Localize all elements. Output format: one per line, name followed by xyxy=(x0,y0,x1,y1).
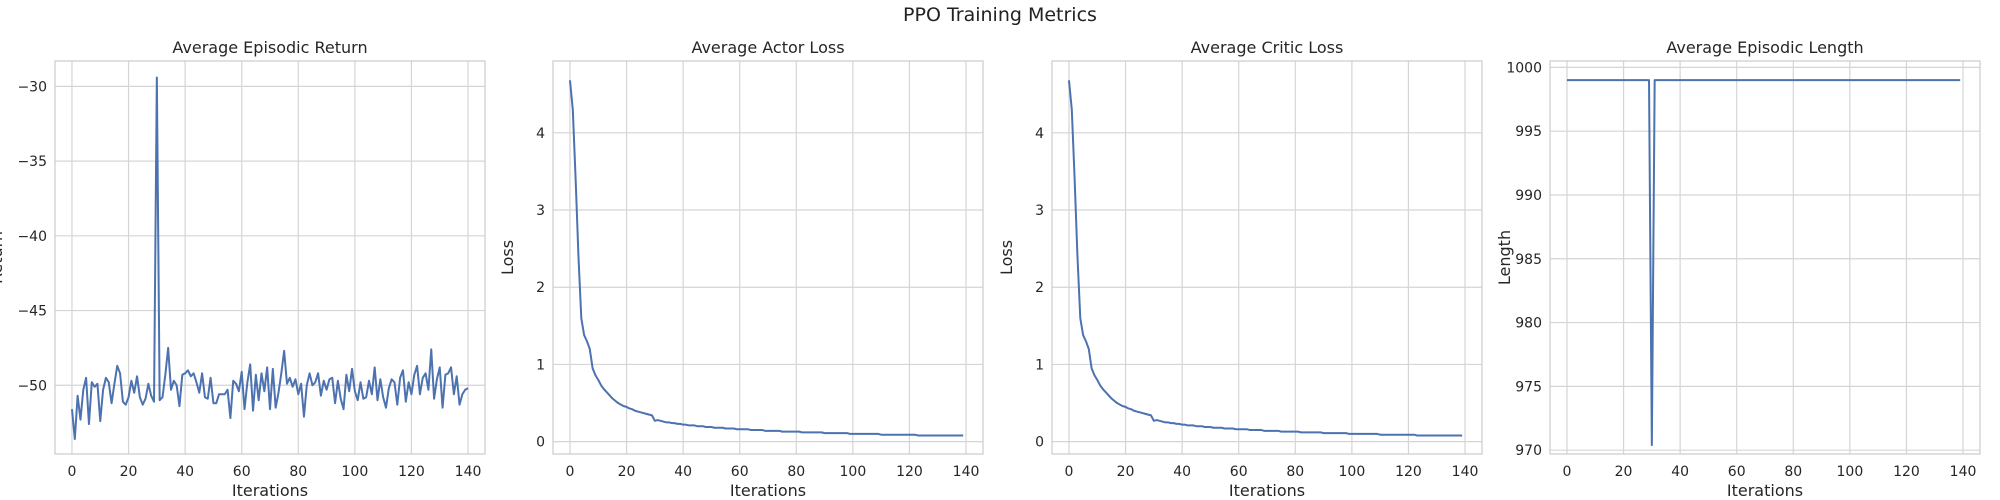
y-tick-label: 980 xyxy=(1515,316,1542,332)
y-tick-label: 995 xyxy=(1515,124,1542,140)
y-tick-label: 0 xyxy=(1035,435,1044,451)
x-axis-label: Iterations xyxy=(232,481,308,500)
x-axis-label: Iterations xyxy=(730,481,806,500)
subplot-title: Average Episodic Length xyxy=(1666,38,1863,57)
y-tick-label: 990 xyxy=(1515,188,1542,204)
x-tick-label: 100 xyxy=(342,464,369,480)
x-tick-label: 20 xyxy=(1615,464,1633,480)
x-tick-label: 0 xyxy=(68,464,77,480)
y-tick-label: 985 xyxy=(1515,252,1542,268)
subplot-3: 0 20 40 60 80 100 120 140 0 1 2 3 4 Average Critic Lo… xyxy=(997,38,1483,500)
subplot-2: 0 20 40 60 80 100 120 140 0 1 2 3 4 Average Actor Los… xyxy=(498,38,984,500)
x-tick-label: 80 xyxy=(787,464,805,480)
x-tick-label: 40 xyxy=(176,464,194,480)
x-tick-label: 40 xyxy=(1173,464,1191,480)
y-tick-label: 4 xyxy=(1035,126,1044,142)
series-line xyxy=(70,76,469,441)
y-tick-label: −40 xyxy=(17,229,47,245)
y-tick-label: 2 xyxy=(1035,280,1044,296)
y-tick-label: −30 xyxy=(17,79,47,95)
x-tick-label: 140 xyxy=(1452,464,1479,480)
x-tick-label: 60 xyxy=(1728,464,1746,480)
subplot-title: Average Episodic Return xyxy=(172,38,367,57)
x-tick-label: 60 xyxy=(1230,464,1248,480)
x-tick-label: 80 xyxy=(1784,464,1802,480)
y-tick-label: 3 xyxy=(536,203,545,219)
figure-title: PPO Training Metrics xyxy=(903,4,1097,26)
axes-frame xyxy=(1549,60,1981,455)
x-tick-label: 140 xyxy=(1950,464,1977,480)
axes-frame xyxy=(552,60,984,455)
x-tick-label: 120 xyxy=(1395,464,1422,480)
y-tick-label: −45 xyxy=(17,304,47,320)
y-axis-label: Loss xyxy=(498,240,517,275)
x-tick-label: 120 xyxy=(896,464,923,480)
x-tick-label: 0 xyxy=(1563,464,1572,480)
x-tick-label: 80 xyxy=(289,464,307,480)
y-tick-label: 1 xyxy=(1035,357,1044,373)
y-tick-label: 4 xyxy=(536,126,545,142)
y-axis-label: Loss xyxy=(997,240,1016,275)
y-axis-label: Return xyxy=(0,231,6,284)
subplot-title: Average Actor Loss xyxy=(691,38,844,57)
y-tick-label: 970 xyxy=(1515,443,1542,459)
x-tick-label: 120 xyxy=(1893,464,1920,480)
series-line xyxy=(1566,79,1961,447)
subplot-title: Average Critic Loss xyxy=(1191,38,1344,57)
axes-frame xyxy=(54,60,486,455)
x-axis-label: Iterations xyxy=(1229,481,1305,500)
x-tick-label: 20 xyxy=(1117,464,1135,480)
y-tick-label: 2 xyxy=(536,280,545,296)
y-tick-label: −35 xyxy=(17,154,47,170)
subplot-1: 0 20 40 60 80 100 120 140 −50 −45 −40 −35 −30 Average… xyxy=(0,38,486,500)
series-line xyxy=(568,80,964,437)
x-tick-label: 120 xyxy=(398,464,425,480)
y-tick-label: 0 xyxy=(536,435,545,451)
y-tick-label: 1000 xyxy=(1506,60,1542,76)
y-axis-label: Length xyxy=(1495,230,1514,285)
x-tick-label: 60 xyxy=(233,464,251,480)
x-tick-label: 40 xyxy=(674,464,692,480)
x-tick-label: 60 xyxy=(731,464,749,480)
x-tick-label: 0 xyxy=(1065,464,1074,480)
y-tick-label: 1 xyxy=(536,357,545,373)
x-tick-label: 20 xyxy=(120,464,138,480)
y-tick-label: 3 xyxy=(1035,203,1044,219)
x-tick-label: 140 xyxy=(455,464,482,480)
axes-frame xyxy=(1051,60,1483,455)
y-tick-label: 975 xyxy=(1515,379,1542,395)
subplot-4: 0 20 40 60 80 100 120 140 970 975 980 985 990 995 1000… xyxy=(1495,38,1981,500)
y-tick-label: −50 xyxy=(17,378,47,394)
x-tick-label: 100 xyxy=(1837,464,1864,480)
x-tick-label: 40 xyxy=(1671,464,1689,480)
x-tick-label: 80 xyxy=(1286,464,1304,480)
x-axis-label: Iterations xyxy=(1727,481,1803,500)
x-tick-label: 0 xyxy=(566,464,575,480)
x-tick-label: 100 xyxy=(1339,464,1366,480)
x-tick-label: 100 xyxy=(840,464,867,480)
series-line xyxy=(1067,80,1463,437)
x-tick-label: 20 xyxy=(618,464,636,480)
x-tick-label: 140 xyxy=(953,464,980,480)
